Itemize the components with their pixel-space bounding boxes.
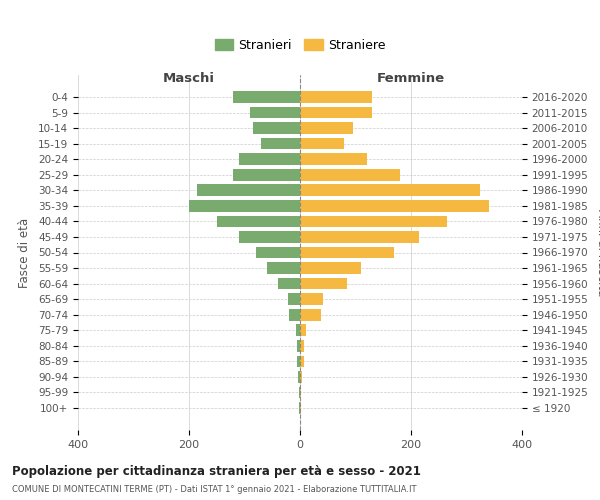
Bar [278,278,300,289]
Bar [233,91,300,103]
Bar [300,106,372,118]
Bar [300,154,367,165]
Bar [296,340,300,351]
Bar [256,246,300,258]
Bar [299,402,300,414]
Bar [300,278,347,289]
Bar [300,402,301,414]
Bar [250,106,300,118]
Bar [300,294,323,305]
Bar [253,122,300,134]
Bar [266,262,300,274]
Bar [296,324,300,336]
Y-axis label: Anni di nascita: Anni di nascita [595,209,600,296]
Bar [239,231,300,243]
Bar [299,386,300,398]
Bar [300,216,447,227]
Text: COMUNE DI MONTECATINI TERME (PT) - Dati ISTAT 1° gennaio 2021 - Elaborazione TUT: COMUNE DI MONTECATINI TERME (PT) - Dati … [12,485,416,494]
Bar [300,340,304,351]
Text: Maschi: Maschi [163,72,215,85]
Bar [233,169,300,180]
Legend: Stranieri, Straniere: Stranieri, Straniere [211,35,389,56]
Bar [300,184,481,196]
Bar [239,154,300,165]
Bar [300,91,372,103]
Bar [288,294,300,305]
Text: Popolazione per cittadinanza straniera per età e sesso - 2021: Popolazione per cittadinanza straniera p… [12,465,421,478]
Bar [300,386,301,398]
Bar [197,184,300,196]
Bar [300,324,305,336]
Bar [300,356,304,367]
Bar [300,138,344,149]
Bar [217,216,300,227]
Bar [300,371,302,383]
Bar [189,200,300,211]
Text: Femmine: Femmine [377,72,445,85]
Bar [261,138,300,149]
Bar [300,309,321,320]
Y-axis label: Fasce di età: Fasce di età [18,218,31,288]
Bar [300,200,489,211]
Bar [300,246,394,258]
Bar [300,262,361,274]
Bar [289,309,300,320]
Bar [300,169,400,180]
Bar [297,356,300,367]
Bar [300,231,419,243]
Bar [300,122,353,134]
Bar [298,371,300,383]
